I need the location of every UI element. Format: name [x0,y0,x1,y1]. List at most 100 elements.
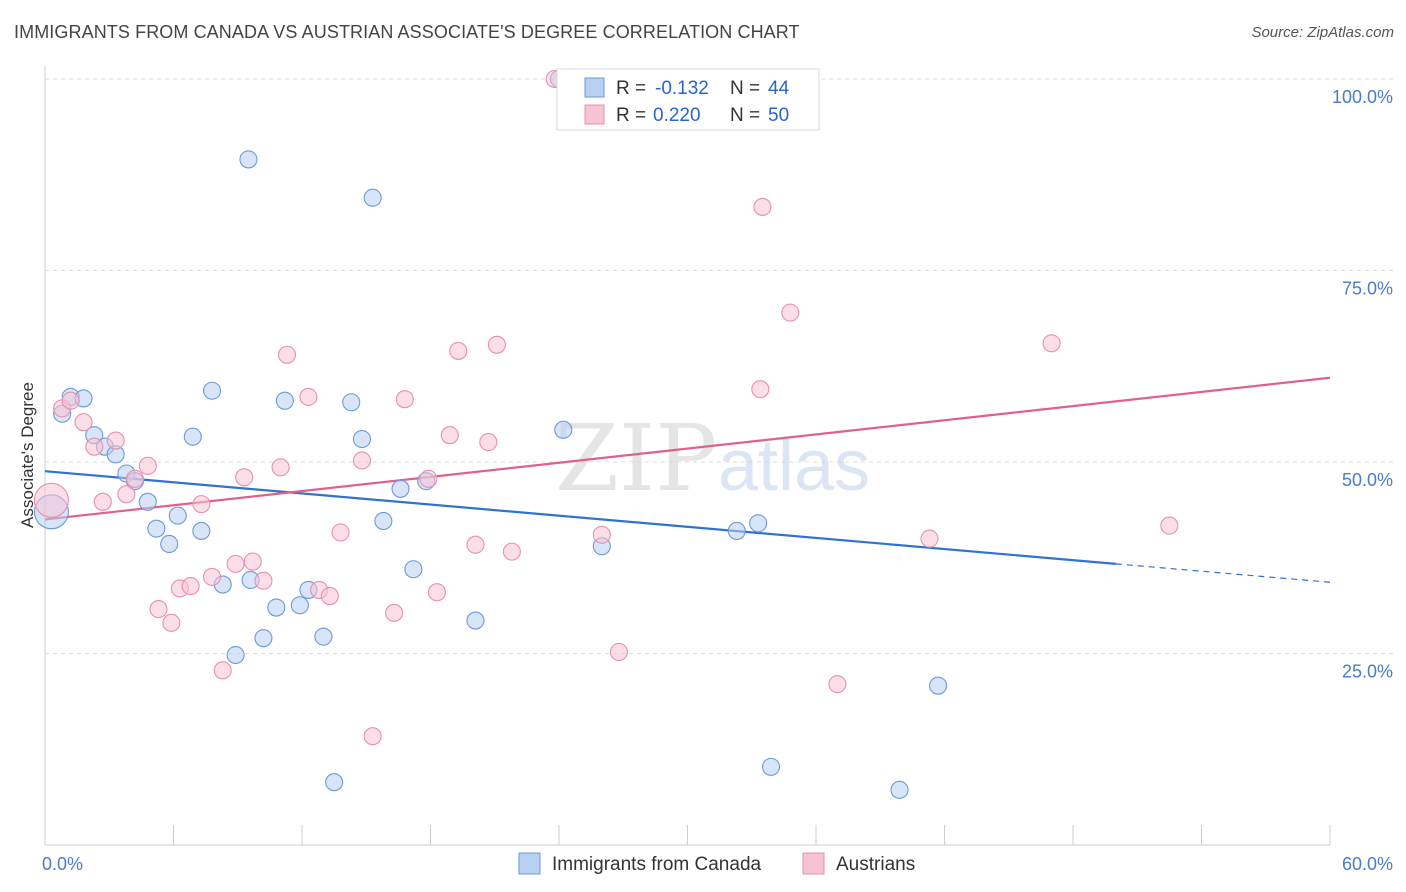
legend-swatch-austrians [584,104,605,125]
trend-line-pink [44,376,1331,521]
point-blue-10 [147,519,166,538]
point-pink-43 [753,197,772,216]
y-tick-label-3: 100.0% [1332,87,1393,107]
point-blue-23 [290,596,309,615]
point-pink-28 [363,727,382,746]
point-pink-21 [271,458,290,477]
point-pink-26 [331,523,350,542]
legend: R = -0.132 N = 44 R = 0.220 N = 50 [556,68,820,131]
bottom-legend-label-canada: Immigrants from Canada [552,854,762,875]
point-blue-34 [466,611,485,630]
trend-line-blue [44,470,1116,565]
point-pink-29 [385,603,404,622]
bottom-legend: Immigrants from Canada Austrians [518,852,915,875]
point-blue-27 [342,393,361,412]
point-blue-39 [727,521,746,540]
point-pink-49 [479,433,498,452]
point-pink-32 [427,583,446,602]
point-pink-11 [162,613,181,632]
y-tick-label-2: 75.0% [1342,279,1393,299]
point-blue-15 [203,381,222,400]
point-pink-15 [203,567,222,586]
point-pink-22 [277,345,297,364]
point-pink-42 [751,380,770,399]
point-blue-42 [761,757,781,776]
legend-swatch-canada [584,77,605,98]
point-blue-13 [183,427,202,446]
point-pink-2 [61,391,80,410]
point-pink-25 [320,586,339,606]
point-blue-32 [404,560,423,579]
legend-r-label-2: R = [616,105,646,126]
point-pink-8 [125,469,144,488]
point-pink-13 [181,577,200,596]
axes [44,66,1331,846]
point-pink-0 [33,482,69,518]
y-axis-label: Associate's Degree [18,382,37,528]
bottom-legend-swatch-canada [518,852,541,875]
point-blue-29 [363,188,382,207]
bottom-legend-label-austrians: Austrians [836,854,915,875]
legend-n-label-1: N = [730,78,760,99]
point-blue-17 [226,645,245,665]
chart-title: IMMIGRANTS FROM CANADA VS AUSTRIAN ASSOC… [14,22,800,42]
point-pink-37 [502,542,521,561]
point-blue-25 [314,627,333,646]
point-pink-27 [352,451,372,470]
point-pink-10 [149,600,168,619]
point-pink-33 [440,426,459,445]
point-pink-16 [213,661,232,680]
chart-source: Source: ZipAtlas.com [1251,24,1394,41]
point-blue-30 [374,511,393,531]
point-pink-20 [254,571,273,590]
point-blue-36 [554,420,573,439]
point-blue-20 [254,629,273,648]
point-pink-18 [235,468,254,487]
point-pink-39 [592,525,611,544]
point-blue-21 [267,598,286,617]
watermark-zip: ZIP [555,405,717,512]
point-pink-47 [1042,334,1061,353]
y-tick-label-0: 25.0% [1342,662,1393,682]
point-blue-18 [239,150,258,169]
legend-n-value-2: 50 [768,105,789,126]
point-pink-30 [395,390,414,409]
point-blue-40 [749,514,768,533]
legend-n-value-1: 44 [768,78,790,99]
y-tick-label-1: 50.0% [1342,470,1393,490]
point-pink-5 [93,492,112,511]
point-pink-48 [1160,516,1179,535]
legend-r-value-2: 0.220 [653,105,701,126]
point-pink-3 [74,413,93,432]
point-blue-31 [391,479,410,498]
point-pink-23 [299,387,318,406]
point-blue-22 [275,391,294,410]
x-tick-label-0: 0.0% [42,854,83,874]
point-pink-35 [466,535,485,554]
point-blue-14 [192,521,211,540]
legend-n-label-2: N = [730,105,760,126]
point-pink-45 [828,675,847,694]
point-pink-7 [117,485,136,504]
point-pink-36 [487,335,506,354]
point-pink-9 [138,456,157,475]
point-blue-12 [168,506,187,525]
watermark-atlas: atlas [718,426,870,506]
point-pink-4 [85,437,104,456]
point-blue-9 [138,492,157,511]
point-pink-34 [449,341,468,360]
tick-labels: 25.0% 50.0% 75.0% 100.0% 0.0% 60.0% [42,87,1393,874]
point-pink-31 [419,469,438,488]
point-pink-14 [192,495,211,514]
point-blue-43 [890,780,909,799]
point-pink-40 [609,642,629,662]
x-tick-label-1: 60.0% [1342,854,1393,874]
point-pink-6 [106,431,125,450]
point-pink-44 [781,303,800,322]
trend-line-blue-extension [1115,563,1331,583]
point-pink-19 [243,552,262,571]
bottom-legend-swatch-austrians [802,852,825,875]
point-blue-11 [160,534,179,554]
trend-lines [44,376,1331,583]
